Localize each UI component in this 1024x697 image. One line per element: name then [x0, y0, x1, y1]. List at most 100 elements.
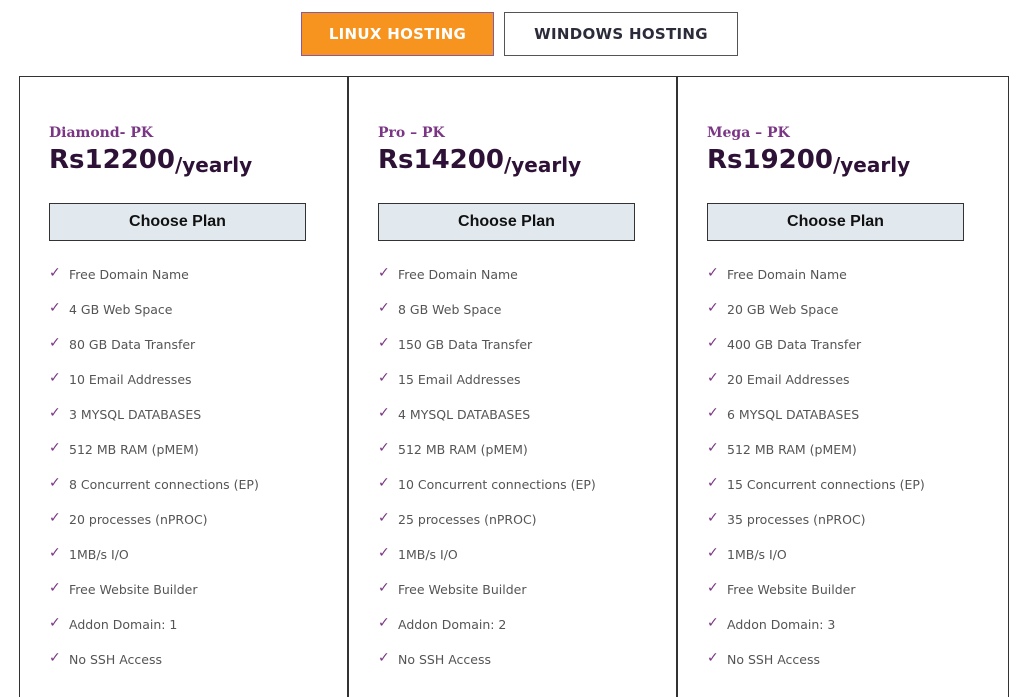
feature-text: 1MB/s I/O — [69, 547, 129, 562]
plan-price: Rs19200/yearly — [707, 145, 1008, 185]
feature-text: No SSH Access — [398, 652, 492, 667]
feature-item: ✓ No SSH Access — [707, 650, 1008, 687]
feature-item: ✓ 3 MYSQL DATABASES — [49, 405, 347, 442]
feature-text: 1MB/s I/O — [398, 547, 458, 562]
check-icon: ✓ — [707, 265, 719, 281]
feature-text: No SSH Access — [69, 652, 163, 667]
price-amount: Rs12200 — [49, 145, 175, 175]
check-icon: ✓ — [707, 615, 719, 631]
plan-name: Diamond- PK — [49, 125, 154, 141]
feature-text: 4 MYSQL DATABASES — [398, 407, 531, 422]
choose-plan-button[interactable]: Choose Plan — [49, 203, 306, 241]
feature-text: 20 GB Web Space — [727, 302, 839, 317]
feature-text: Free Website Builder — [398, 582, 527, 597]
plan-card: Diamond- PK Rs12200/yearly Choose Plan ✓ F… — [20, 77, 349, 697]
feature-item: ✓ 1MB/s I/O — [378, 545, 676, 582]
feature-text: 10 Email Addresses — [69, 372, 192, 387]
feature-text: 512 MB RAM (pMEM) — [69, 442, 199, 457]
plan-price: Rs12200/yearly — [49, 145, 347, 185]
feature-text: 15 Concurrent connections (EP) — [727, 477, 925, 492]
feature-item: ✓ 15 Email Addresses — [378, 370, 676, 407]
feature-item: ✓ 35 processes (nPROC) — [707, 510, 1008, 547]
feature-item: ✓ 8 GB Web Space — [378, 300, 676, 337]
feature-item: ✓ Free Website Builder — [49, 580, 347, 617]
feature-text: 1MB/s I/O — [727, 547, 787, 562]
check-icon: ✓ — [707, 335, 719, 351]
feature-text: 6 MYSQL DATABASES — [727, 407, 860, 422]
choose-plan-button[interactable]: Choose Plan — [378, 203, 635, 241]
feature-item: ✓ 4 GB Web Space — [49, 300, 347, 337]
feature-item: ✓ 10 Email Addresses — [49, 370, 347, 407]
feature-item: ✓ 20 Email Addresses — [707, 370, 1008, 407]
plan-name: Pro – PK — [378, 125, 445, 141]
feature-item: ✓ 1MB/s I/O — [707, 545, 1008, 582]
feature-text: Free Domain Name — [727, 267, 847, 282]
feature-item: ✓ Addon Domain: 3 — [707, 615, 1008, 652]
feature-item: ✓ Addon Domain: 2 — [378, 615, 676, 652]
feature-item: ✓ No SSH Access — [49, 650, 347, 687]
feature-list: ✓ Free Domain Name ✓ 4 GB Web Space ✓ 80 GB D… — [49, 265, 347, 687]
feature-text: Free Website Builder — [727, 582, 856, 597]
check-icon: ✓ — [49, 615, 61, 631]
plan-card: Mega – PK Rs19200/yearly Choose Plan ✓ Fre… — [678, 77, 1008, 697]
feature-text: 25 processes (nPROC) — [398, 512, 537, 527]
check-icon: ✓ — [707, 650, 719, 666]
price-period: /yearly — [174, 153, 253, 177]
feature-item: ✓ 400 GB Data Transfer — [707, 335, 1008, 372]
tab-linux-hosting[interactable]: LINUX HOSTING — [301, 12, 494, 56]
check-icon: ✓ — [707, 545, 719, 561]
feature-text: Addon Domain: 3 — [727, 617, 836, 632]
price-amount: Rs14200 — [378, 145, 504, 175]
check-icon: ✓ — [49, 335, 61, 351]
feature-text: No SSH Access — [727, 652, 821, 667]
feature-item: ✓ 1MB/s I/O — [49, 545, 347, 582]
feature-text: 8 Concurrent connections (EP) — [69, 477, 259, 492]
feature-text: 3 MYSQL DATABASES — [69, 407, 202, 422]
feature-text: 512 MB RAM (pMEM) — [398, 442, 528, 457]
check-icon: ✓ — [378, 650, 390, 666]
feature-text: 150 GB Data Transfer — [398, 337, 533, 352]
feature-text: 80 GB Data Transfer — [69, 337, 196, 352]
feature-text: 35 processes (nPROC) — [727, 512, 866, 527]
feature-list: ✓ Free Domain Name ✓ 20 GB Web Space ✓ 400 GB… — [707, 265, 1008, 687]
feature-text: Free Domain Name — [69, 267, 189, 282]
feature-text: Free Domain Name — [398, 267, 518, 282]
check-icon: ✓ — [378, 300, 390, 316]
hosting-tabs: LINUX HOSTING WINDOWS HOSTING — [301, 12, 738, 56]
feature-item: ✓ 15 Concurrent connections (EP) — [707, 475, 1008, 512]
feature-item: ✓ 80 GB Data Transfer — [49, 335, 347, 372]
feature-list: ✓ Free Domain Name ✓ 8 GB Web Space ✓ 150 GB … — [378, 265, 676, 687]
price-period: /yearly — [503, 153, 582, 177]
feature-text: 20 processes (nPROC) — [69, 512, 208, 527]
feature-item: ✓ 512 MB RAM (pMEM) — [378, 440, 676, 477]
price-period: /yearly — [832, 153, 911, 177]
choose-plan-button[interactable]: Choose Plan — [707, 203, 964, 241]
feature-item: ✓ 20 GB Web Space — [707, 300, 1008, 337]
plan-name: Mega – PK — [707, 125, 790, 141]
feature-item: ✓ 10 Concurrent connections (EP) — [378, 475, 676, 512]
feature-item: ✓ Free Website Builder — [378, 580, 676, 617]
check-icon: ✓ — [707, 475, 719, 491]
check-icon: ✓ — [707, 510, 719, 526]
check-icon: ✓ — [49, 580, 61, 596]
check-icon: ✓ — [378, 265, 390, 281]
check-icon: ✓ — [49, 265, 61, 281]
check-icon: ✓ — [49, 475, 61, 491]
feature-item: ✓ Free Domain Name — [707, 265, 1008, 302]
check-icon: ✓ — [378, 370, 390, 386]
feature-item: ✓ 512 MB RAM (pMEM) — [707, 440, 1008, 477]
feature-item: ✓ Free Website Builder — [707, 580, 1008, 617]
feature-text: Addon Domain: 1 — [69, 617, 178, 632]
feature-item: ✓ 20 processes (nPROC) — [49, 510, 347, 547]
price-amount: Rs19200 — [707, 145, 833, 175]
check-icon: ✓ — [707, 405, 719, 421]
check-icon: ✓ — [378, 475, 390, 491]
feature-text: 400 GB Data Transfer — [727, 337, 862, 352]
feature-text: Free Website Builder — [69, 582, 198, 597]
tab-windows-hosting[interactable]: WINDOWS HOSTING — [504, 12, 738, 56]
check-icon: ✓ — [707, 440, 719, 456]
check-icon: ✓ — [378, 335, 390, 351]
check-icon: ✓ — [378, 405, 390, 421]
check-icon: ✓ — [49, 650, 61, 666]
feature-item: ✓ 8 Concurrent connections (EP) — [49, 475, 347, 512]
